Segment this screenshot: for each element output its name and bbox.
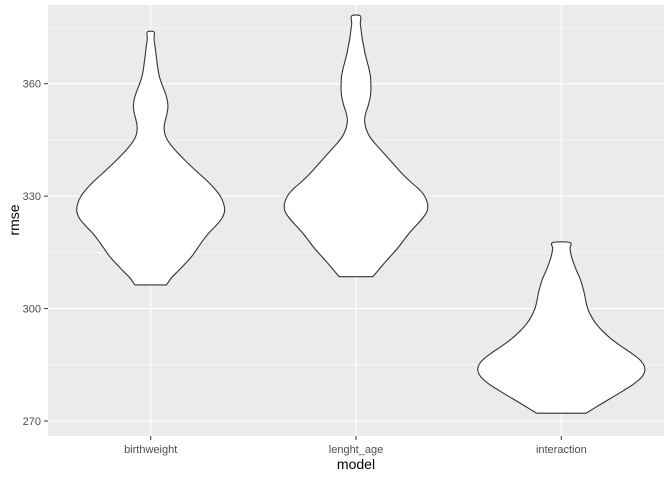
y-axis-ticks: 270 300 330 360 [23,79,48,428]
x-axis-ticks: birthweight lenght_age interaction [124,436,587,456]
x-axis-title: model [337,456,375,472]
y-tick-label: 360 [23,79,41,91]
violin-interaction [477,241,646,414]
y-tick-label: 270 [23,416,41,428]
violins [76,14,646,414]
x-tick-label: lenght_age [329,444,383,456]
y-axis-title: rmse [6,204,22,235]
violin-birthweight [76,30,226,286]
y-tick-label: 300 [23,304,41,316]
x-tick-label: birthweight [124,444,177,456]
violin-lenght_age [283,14,429,278]
y-tick-label: 330 [23,191,41,203]
x-tick-label: interaction [536,444,587,456]
